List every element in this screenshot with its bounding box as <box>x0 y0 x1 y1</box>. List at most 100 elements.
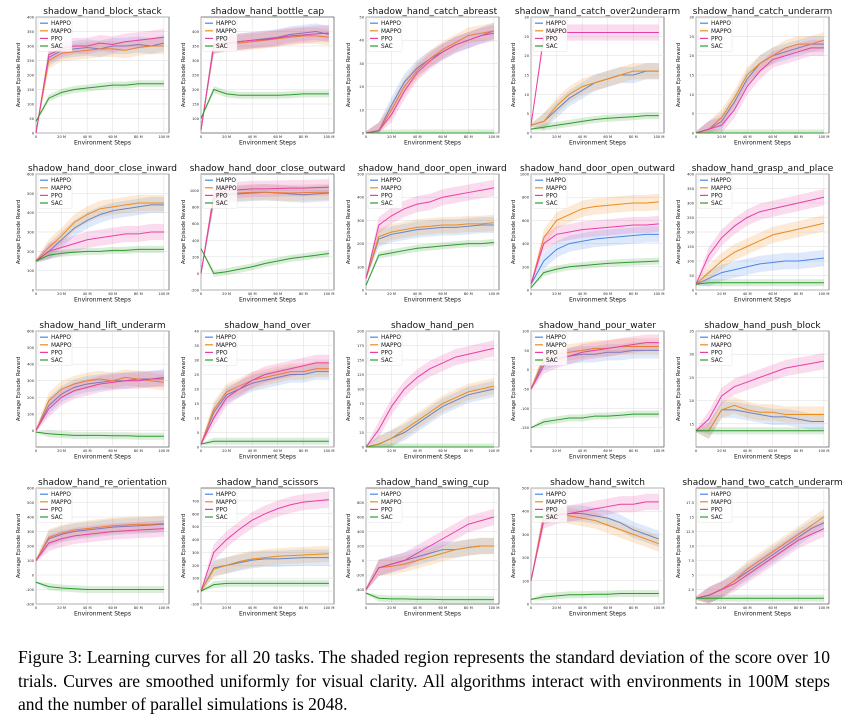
y-tick-label: 30 <box>689 16 694 20</box>
y-tick-label: 200 <box>27 545 35 549</box>
x-axis-label: Environment Steps <box>404 140 461 147</box>
x-tick-label: 60 M <box>603 606 612 610</box>
y-tick-label: 100 <box>27 269 35 273</box>
y-tick-label: 600 <box>357 516 365 520</box>
x-tick-label: 40 M <box>743 135 752 139</box>
legend-box <box>202 17 238 52</box>
x-tick-label: 80 M <box>464 449 473 453</box>
band-MAPPO <box>696 215 824 286</box>
legend-label: SAC <box>711 515 723 521</box>
legend-label: PPO <box>51 193 63 199</box>
x-tick-label: 80 M <box>464 606 473 610</box>
y-tick-label: 300 <box>27 45 35 49</box>
y-tick-label: -50 <box>523 388 530 392</box>
subplot-title: shadow_hand_re_orientation <box>38 478 167 488</box>
subplot-title: shadow_hand_switch <box>550 478 645 488</box>
band-HAPPO <box>696 249 824 287</box>
legend-box <box>532 331 568 366</box>
y-tick-label: 700 <box>192 499 200 503</box>
legend-label: SAC <box>216 201 228 207</box>
y-tick-label: 500 <box>192 525 200 529</box>
legend-label: PPO <box>381 507 393 513</box>
x-tick-label: 100 M <box>818 135 829 139</box>
subplot-title: shadow_hand_push_block <box>704 321 821 331</box>
x-tick-label: 40 M <box>743 606 752 610</box>
x-tick-label: 20 M <box>387 135 396 139</box>
y-tick-label: 35 <box>689 330 694 334</box>
band-PPO <box>366 25 494 133</box>
band-HAPPO <box>531 226 659 286</box>
x-axis-label: Environment Steps <box>404 611 461 618</box>
x-tick-label: 100 M <box>323 292 334 296</box>
subplot-title: shadow_hand_door_open_outward <box>520 164 675 174</box>
y-tick-label: 150 <box>27 88 35 92</box>
y-tick-label: 300 <box>27 231 35 235</box>
figure-caption: Figure 3: Learning curves for all 20 tas… <box>18 647 830 714</box>
x-axis-label: Environment Steps <box>74 140 131 147</box>
line-SAC <box>530 260 659 289</box>
y-tick-label: 200 <box>357 545 365 549</box>
x-tick-label: 20 M <box>387 449 396 453</box>
x-tick-label: 40 M <box>83 449 92 453</box>
x-tick-label: 40 M <box>578 449 587 453</box>
legend-label: MAPPO <box>711 500 732 506</box>
y-tick-label: 200 <box>27 74 35 78</box>
line-SAC <box>530 413 659 429</box>
legend-label: HAPPO <box>711 492 731 498</box>
legend-label: PPO <box>51 507 63 513</box>
x-tick-label: 0 <box>530 606 533 610</box>
line-MAPPO <box>695 39 825 134</box>
subplot-shadow_hand_pour_water: shadow_hand_pour_water -150 -100 -50 0 50 100 0… <box>511 321 664 461</box>
y-tick-label: 7.5 <box>688 559 694 563</box>
x-tick-label: 60 M <box>768 606 777 610</box>
x-tick-label: 100 M <box>818 292 829 296</box>
y-tick-label: 30 <box>689 353 694 357</box>
band-HAPPO <box>696 514 824 604</box>
line-MAPPO <box>35 523 164 561</box>
band-MAPPO <box>201 360 329 446</box>
y-tick-label: -100 <box>26 588 35 592</box>
learning-curves-grid: shadow_hand_block_stack05010015020025030… <box>16 7 843 618</box>
x-tick-label: 100 M <box>488 449 499 453</box>
band-PPO <box>201 354 329 446</box>
y-tick-label: 300 <box>192 59 200 63</box>
y-axis-label: Average Episode Reward <box>181 200 187 264</box>
y-tick-label: 40 <box>359 39 364 43</box>
y-tick-label: 200 <box>357 242 365 246</box>
line-MAPPO <box>696 404 824 432</box>
x-tick-label: 40 M <box>83 292 92 296</box>
subplot-title: shadow_hand_door_close_inward <box>28 164 177 174</box>
y-tick-label: 40 <box>194 330 199 334</box>
y-tick-label: 500 <box>27 192 35 196</box>
subplot-shadow_hand_scissors: shadow_hand_scissors-1000100200300400500… <box>181 478 334 618</box>
legend-label: HAPPO <box>51 492 71 498</box>
legend-label: SAC <box>711 201 723 207</box>
line-MAPPO <box>530 201 659 285</box>
legend-label: MAPPO <box>711 343 732 349</box>
line-SAC <box>365 241 494 286</box>
y-tick-label: -200 <box>356 574 365 578</box>
legend-box <box>367 488 403 523</box>
line-HAPPO <box>530 233 659 285</box>
legend-label: HAPPO <box>546 492 566 498</box>
legend-label: HAPPO <box>216 21 236 27</box>
y-tick-label: 50 <box>689 274 694 278</box>
x-tick-label: 100 M <box>323 606 334 610</box>
x-axis-label: Environment Steps <box>404 454 461 461</box>
legend-box <box>37 17 73 52</box>
y-axis-label: Average Episode Reward <box>511 357 517 421</box>
legend-label: MAPPO <box>546 29 567 35</box>
y-tick-label: 15 <box>689 74 694 78</box>
subplot-title: shadow_hand_two_catch_underarm <box>682 478 842 488</box>
y-tick-label: 10 <box>194 417 199 421</box>
legend-label: MAPPO <box>216 343 237 349</box>
x-tick-label: 20 M <box>717 606 726 610</box>
y-tick-label: 200 <box>192 88 200 92</box>
x-tick-label: 0 <box>200 135 203 139</box>
band-HAPPO <box>531 505 659 583</box>
y-tick-label: 17.5 <box>686 501 694 505</box>
y-tick-label: 600 <box>522 219 530 223</box>
band-MAPPO <box>36 37 164 133</box>
y-axis-label: Average Episode Reward <box>346 357 352 421</box>
